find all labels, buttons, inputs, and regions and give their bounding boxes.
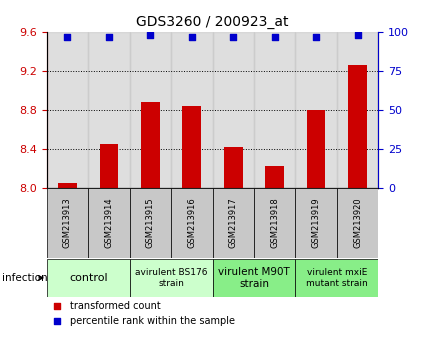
FancyBboxPatch shape <box>130 259 212 297</box>
FancyBboxPatch shape <box>254 188 295 258</box>
Point <box>105 34 112 39</box>
Bar <box>182 106 201 188</box>
Text: control: control <box>69 273 108 283</box>
Bar <box>307 110 326 188</box>
Point <box>147 32 154 38</box>
Text: GSM213917: GSM213917 <box>229 198 238 249</box>
Bar <box>99 144 118 188</box>
FancyBboxPatch shape <box>295 188 337 258</box>
Bar <box>295 32 337 188</box>
Text: GSM213914: GSM213914 <box>105 198 113 249</box>
Text: GSM213915: GSM213915 <box>146 198 155 249</box>
FancyBboxPatch shape <box>47 188 88 258</box>
Bar <box>254 32 295 188</box>
Bar <box>348 65 367 188</box>
Text: GSM213913: GSM213913 <box>63 198 72 249</box>
FancyBboxPatch shape <box>130 188 171 258</box>
Text: virulent M90T
strain: virulent M90T strain <box>218 267 290 289</box>
Text: transformed count: transformed count <box>70 301 161 311</box>
Point <box>313 34 320 39</box>
Bar <box>88 32 130 188</box>
Point <box>230 34 237 39</box>
Bar <box>47 32 88 188</box>
FancyBboxPatch shape <box>88 188 130 258</box>
Bar <box>265 166 284 188</box>
Point <box>64 34 71 39</box>
Text: virulent mxiE
mutant strain: virulent mxiE mutant strain <box>306 268 368 287</box>
Text: infection: infection <box>2 273 48 283</box>
Title: GDS3260 / 200923_at: GDS3260 / 200923_at <box>136 16 289 29</box>
FancyBboxPatch shape <box>212 259 295 297</box>
Point <box>271 34 278 39</box>
Point <box>354 32 361 38</box>
Text: GSM213918: GSM213918 <box>270 198 279 249</box>
Point <box>53 319 60 324</box>
FancyBboxPatch shape <box>47 259 130 297</box>
FancyBboxPatch shape <box>171 188 212 258</box>
Text: GSM213920: GSM213920 <box>353 198 362 249</box>
Bar <box>58 183 77 188</box>
Bar <box>224 147 243 188</box>
Bar <box>141 102 160 188</box>
Bar <box>212 32 254 188</box>
Bar <box>171 32 212 188</box>
Text: avirulent BS176
strain: avirulent BS176 strain <box>135 268 207 287</box>
Bar <box>337 32 378 188</box>
Bar <box>130 32 171 188</box>
Point <box>53 303 60 309</box>
Point <box>188 34 195 39</box>
Text: GSM213919: GSM213919 <box>312 198 320 249</box>
FancyBboxPatch shape <box>295 259 378 297</box>
Text: GSM213916: GSM213916 <box>187 198 196 249</box>
FancyBboxPatch shape <box>212 188 254 258</box>
FancyBboxPatch shape <box>337 188 378 258</box>
Text: percentile rank within the sample: percentile rank within the sample <box>70 316 235 326</box>
